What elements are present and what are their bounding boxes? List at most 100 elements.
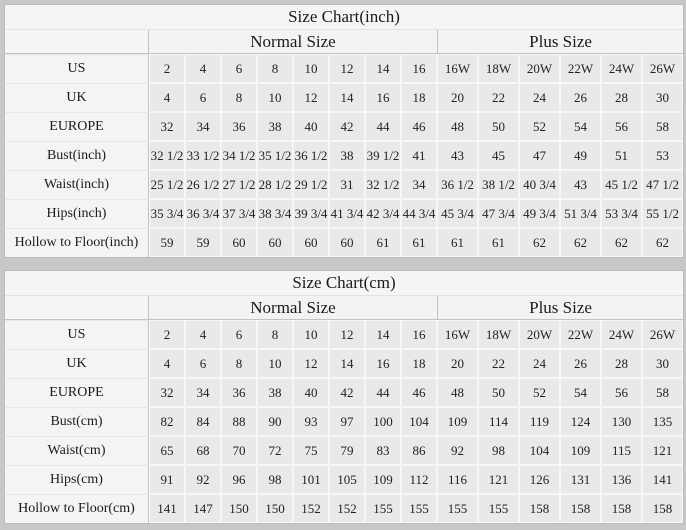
size-value-cell: 26W — [642, 320, 684, 349]
title-row: Size Chart(cm) — [5, 271, 684, 296]
size-value-cell: 44 3/4 — [401, 199, 437, 228]
size-value-cell: 33 1/2 — [185, 141, 221, 170]
group-header-plus-size: Plus Size — [437, 296, 684, 320]
size-value-cell: 44 — [365, 378, 401, 407]
size-value-cell: 58 — [642, 378, 684, 407]
group-header-plus-size: Plus Size — [437, 30, 684, 54]
size-value-cell: 116 — [437, 465, 478, 494]
size-value-cell: 34 — [185, 112, 221, 141]
size-value-cell: 8 — [221, 83, 257, 112]
size-value-cell: 96 — [221, 465, 257, 494]
group-header-row: Normal Size Plus Size — [5, 30, 684, 54]
size-value-cell: 56 — [601, 112, 642, 141]
table-row: EUROPE 32 34 36 38 40 42 44 46 48 50 52 54 56 58 — [5, 378, 684, 407]
table-row: Bust(cm) 82 84 88 90 93 97 100 104 109 114 119 124 13… — [5, 407, 684, 436]
table-row: Bust(inch) 32 1/2 33 1/2 34 1/2 35 1/2 36 1/2… — [5, 141, 684, 170]
size-value-cell: 72 — [257, 436, 293, 465]
size-value-cell: 62 — [642, 228, 684, 257]
size-value-cell: 131 — [560, 465, 601, 494]
size-value-cell: 38 1/2 — [478, 170, 519, 199]
size-value-cell: 36 1/2 — [293, 141, 329, 170]
size-value-cell: 10 — [257, 349, 293, 378]
size-value-cell: 8 — [257, 54, 293, 83]
size-value-cell: 35 3/4 — [149, 199, 185, 228]
row-label: Bust(inch) — [5, 141, 149, 170]
size-value-cell: 32 1/2 — [149, 141, 185, 170]
size-value-cell: 61 — [478, 228, 519, 257]
size-value-cell: 47 — [519, 141, 560, 170]
size-value-cell: 158 — [519, 494, 560, 523]
size-value-cell: 14 — [329, 349, 365, 378]
size-value-cell: 22 — [478, 349, 519, 378]
size-value-cell: 155 — [437, 494, 478, 523]
row-label: EUROPE — [5, 112, 149, 141]
size-value-cell: 27 1/2 — [221, 170, 257, 199]
size-value-cell: 12 — [293, 83, 329, 112]
size-value-cell: 26 1/2 — [185, 170, 221, 199]
row-label: Hollow to Floor(inch) — [5, 228, 149, 257]
row-label: UK — [5, 83, 149, 112]
size-value-cell: 12 — [329, 54, 365, 83]
size-value-cell: 88 — [221, 407, 257, 436]
size-value-cell: 50 — [478, 378, 519, 407]
size-value-cell: 37 3/4 — [221, 199, 257, 228]
size-value-cell: 126 — [519, 465, 560, 494]
size-value-cell: 61 — [401, 228, 437, 257]
size-value-cell: 60 — [221, 228, 257, 257]
size-value-cell: 48 — [437, 378, 478, 407]
size-value-cell: 18W — [478, 320, 519, 349]
table-row: UK 4 6 8 10 12 14 16 18 20 22 24 26 28 30 — [5, 349, 684, 378]
size-value-cell: 97 — [329, 407, 365, 436]
size-value-cell: 6 — [185, 83, 221, 112]
size-value-cell: 152 — [293, 494, 329, 523]
size-value-cell: 20 — [437, 83, 478, 112]
row-label: UK — [5, 349, 149, 378]
size-value-cell: 45 — [478, 141, 519, 170]
size-value-cell: 24W — [601, 320, 642, 349]
size-value-cell: 34 — [185, 378, 221, 407]
size-value-cell: 34 1/2 — [221, 141, 257, 170]
size-value-cell: 62 — [601, 228, 642, 257]
size-value-cell: 40 — [293, 112, 329, 141]
size-value-cell: 91 — [149, 465, 185, 494]
size-value-cell: 42 3/4 — [365, 199, 401, 228]
size-value-cell: 39 1/2 — [365, 141, 401, 170]
size-value-cell: 38 — [257, 112, 293, 141]
size-value-cell: 16 — [365, 349, 401, 378]
size-value-cell: 105 — [329, 465, 365, 494]
row-label: Bust(cm) — [5, 407, 149, 436]
size-value-cell: 16 — [365, 83, 401, 112]
size-value-cell: 152 — [329, 494, 365, 523]
row-label: Hollow to Floor(cm) — [5, 494, 149, 523]
corner-cell — [5, 296, 149, 320]
size-value-cell: 28 — [601, 83, 642, 112]
size-value-cell: 48 — [437, 112, 478, 141]
size-value-cell: 135 — [642, 407, 684, 436]
size-value-cell: 36 — [221, 378, 257, 407]
row-label: Waist(cm) — [5, 436, 149, 465]
size-value-cell: 98 — [257, 465, 293, 494]
size-value-cell: 58 — [642, 112, 684, 141]
size-value-cell: 14 — [365, 54, 401, 83]
table-row: Hips(cm) 91 92 96 98 101 105 109 112 116 121 126 131… — [5, 465, 684, 494]
size-value-cell: 12 — [329, 320, 365, 349]
size-value-cell: 10 — [293, 54, 329, 83]
size-value-cell: 31 — [329, 170, 365, 199]
size-value-cell: 38 3/4 — [257, 199, 293, 228]
size-value-cell: 12 — [293, 349, 329, 378]
size-value-cell: 155 — [401, 494, 437, 523]
size-value-cell: 28 — [601, 349, 642, 378]
size-value-cell: 45 1/2 — [601, 170, 642, 199]
size-value-cell: 158 — [560, 494, 601, 523]
size-value-cell: 38 — [329, 141, 365, 170]
size-value-cell: 34 — [401, 170, 437, 199]
size-value-cell: 155 — [365, 494, 401, 523]
size-value-cell: 54 — [560, 378, 601, 407]
size-value-cell: 115 — [601, 436, 642, 465]
table-title: Size Chart(cm) — [5, 271, 684, 296]
size-value-cell: 26 — [560, 349, 601, 378]
size-value-cell: 42 — [329, 378, 365, 407]
size-value-cell: 121 — [478, 465, 519, 494]
size-value-cell: 158 — [601, 494, 642, 523]
size-value-cell: 16W — [437, 54, 478, 83]
